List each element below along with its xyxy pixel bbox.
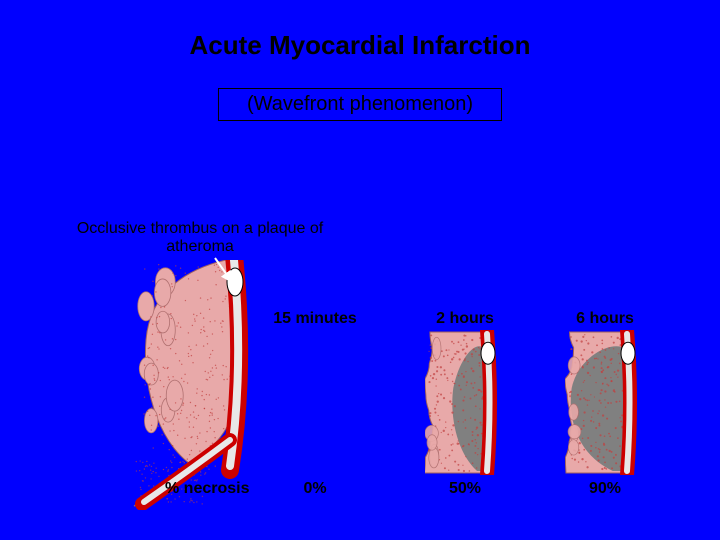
necrosis-row-label: % necrosis <box>165 480 249 498</box>
time-label: 6 hours <box>550 310 660 328</box>
necrosis-value: 90% <box>550 480 660 498</box>
necrosis-value: 0% <box>260 480 370 498</box>
slide-root: Acute Myocardial Infarction (Wavefront p… <box>0 0 720 540</box>
necrosis-value: 50% <box>410 480 520 498</box>
thrombus-label: Occlusive thrombus on a plaque of athero… <box>60 220 340 255</box>
slide-title: Acute Myocardial Infarction <box>0 30 720 61</box>
artery-diagram-stage <box>425 330 505 475</box>
artery-diagram-stage <box>565 330 645 475</box>
subtitle-text: (Wavefront phenomenon) <box>247 93 473 115</box>
time-label: 15 minutes <box>260 310 370 328</box>
thrombus-label-line1: Occlusive thrombus on a plaque of <box>77 220 323 237</box>
time-label: 2 hours <box>410 310 520 328</box>
artery-diagram-main <box>130 260 270 510</box>
subtitle-box: (Wavefront phenomenon) <box>218 88 502 121</box>
thrombus-label-line2: atheroma <box>166 238 234 255</box>
